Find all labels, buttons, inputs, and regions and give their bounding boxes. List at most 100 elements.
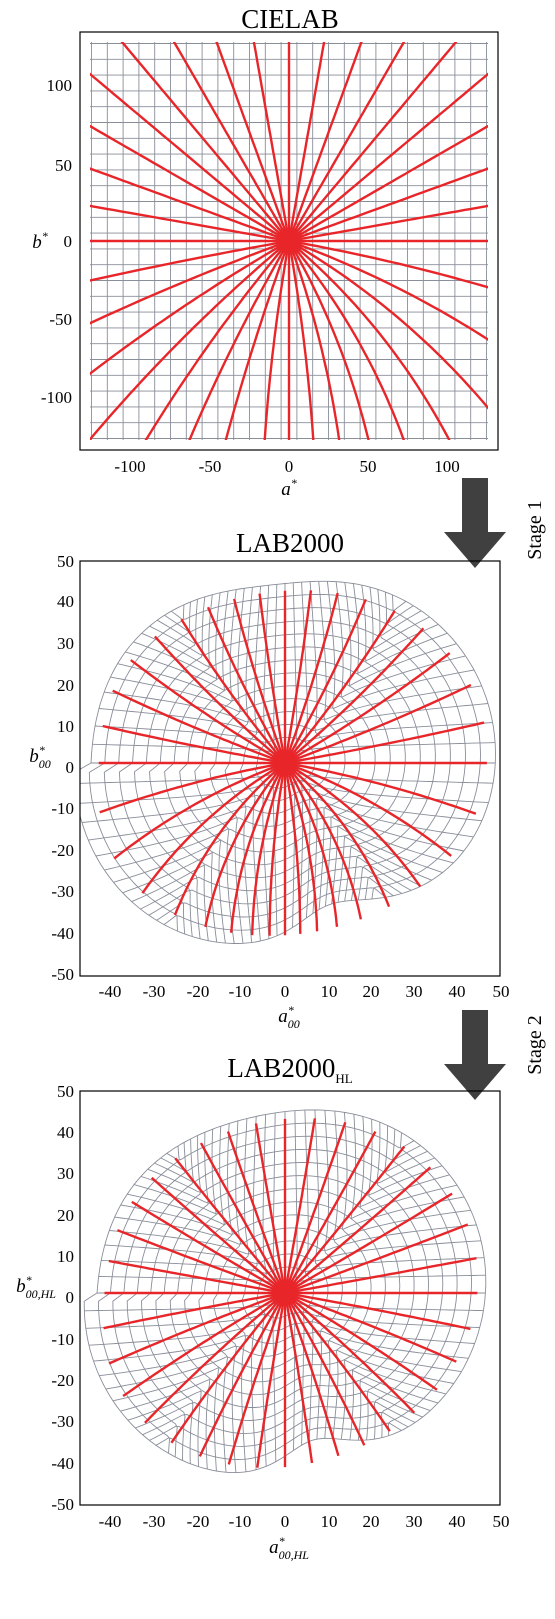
hue-line bbox=[287, 240, 370, 440]
hue-line bbox=[288, 239, 488, 341]
hue-line bbox=[283, 590, 313, 764]
hue-line bbox=[232, 598, 287, 764]
down-arrow-icon bbox=[444, 1010, 506, 1100]
hue-line bbox=[284, 1292, 391, 1432]
x-tick-label: 20 bbox=[363, 1512, 380, 1531]
hue-line bbox=[284, 761, 452, 857]
hue-line bbox=[252, 42, 291, 242]
hue-line bbox=[226, 1131, 287, 1294]
grid-line bbox=[81, 788, 482, 823]
hue-line bbox=[174, 1157, 286, 1294]
grid-line bbox=[394, 1136, 487, 1434]
grid-line bbox=[371, 594, 481, 900]
hue-line bbox=[283, 1292, 340, 1457]
grid-line bbox=[133, 632, 448, 680]
hue-line bbox=[198, 1292, 287, 1457]
x-tick-label: 0 bbox=[281, 982, 290, 1001]
hue-line bbox=[284, 652, 451, 765]
hue-line bbox=[284, 1192, 453, 1295]
hue-line bbox=[283, 1118, 317, 1294]
x-tick-label: -10 bbox=[229, 982, 252, 1001]
hue-line bbox=[113, 761, 286, 860]
x-axis-label: a* 00,HL bbox=[269, 1534, 309, 1562]
hue-line bbox=[256, 1292, 287, 1468]
panel-lab2000-hl: LAB2000HL 50 40 30 20 10 0 -10 -20 -30 -… bbox=[16, 1053, 509, 1562]
hue-line bbox=[144, 240, 290, 440]
panel-cielab: CIELAB 100 50 0 -50 -100 -100 -50 0 50 1… bbox=[32, 4, 499, 500]
plot-frame bbox=[79, 31, 499, 451]
grid-line bbox=[156, 610, 422, 644]
hue-line bbox=[90, 167, 290, 243]
hue-line bbox=[90, 239, 290, 376]
hue-line bbox=[90, 240, 290, 440]
y-tick-label: -10 bbox=[51, 799, 74, 818]
y-tick-label: -40 bbox=[51, 924, 74, 943]
grid-line bbox=[366, 1122, 429, 1441]
hue-line bbox=[103, 1291, 286, 1330]
grid-line bbox=[378, 597, 496, 899]
panel-lab2000: LAB2000 50 40 30 20 10 0 -10 -20 -30 -40… bbox=[29, 528, 509, 1031]
hue-line bbox=[150, 1176, 286, 1294]
grid-line bbox=[120, 1196, 465, 1235]
y-ticks: 100 50 0 -50 -100 bbox=[41, 76, 72, 407]
hue-line bbox=[288, 240, 406, 440]
x-ticks: -100 -50 0 50 100 bbox=[114, 457, 459, 476]
hue-line bbox=[206, 606, 287, 764]
grid-line bbox=[112, 1142, 187, 1457]
x-tick-label: 50 bbox=[493, 982, 510, 1001]
hue-line bbox=[283, 1131, 377, 1294]
hue-line bbox=[284, 762, 363, 920]
hue-line bbox=[215, 42, 291, 242]
hue-line bbox=[284, 1166, 432, 1294]
x-tick-label: 30 bbox=[406, 1512, 423, 1531]
hue-line bbox=[154, 635, 286, 764]
center-dot bbox=[274, 752, 296, 774]
hue-line bbox=[224, 240, 291, 440]
hue-line bbox=[288, 239, 488, 289]
x-tick-label: 50 bbox=[360, 457, 377, 476]
hue-line bbox=[283, 1121, 347, 1294]
y-tick-label: -10 bbox=[51, 1330, 74, 1349]
grid-line bbox=[166, 1122, 415, 1161]
hue-line bbox=[90, 204, 290, 243]
x-axis-label: a* 00 bbox=[278, 1003, 300, 1031]
x-tick-label: -40 bbox=[99, 1512, 122, 1531]
x-tick-label: 100 bbox=[434, 457, 460, 476]
grid-line bbox=[105, 1349, 454, 1390]
y-axis-label: b* 00,HL bbox=[16, 1273, 56, 1301]
grid-line bbox=[127, 1184, 458, 1226]
hue-line bbox=[229, 762, 287, 933]
y-tick-label: 50 bbox=[57, 552, 74, 571]
panel-title: LAB2000 bbox=[236, 528, 344, 558]
y-tick-label: 30 bbox=[57, 634, 74, 653]
hue-line bbox=[173, 762, 286, 916]
hue-line bbox=[283, 598, 367, 764]
hue-line bbox=[284, 1291, 438, 1391]
grid-line bbox=[224, 587, 253, 943]
hue-line bbox=[287, 240, 315, 440]
grid-line bbox=[170, 897, 379, 944]
hue-line bbox=[284, 683, 472, 765]
plot-area bbox=[80, 580, 496, 944]
stage-label: Stage 1 bbox=[524, 500, 546, 559]
x-tick-label: -20 bbox=[187, 1512, 210, 1531]
hue-line bbox=[108, 1259, 286, 1295]
grid-line bbox=[324, 1111, 358, 1439]
hue-line bbox=[288, 240, 451, 440]
hue-line bbox=[258, 593, 287, 764]
x-tick-label: 50 bbox=[493, 1512, 510, 1531]
grid-line bbox=[135, 1390, 423, 1429]
grid-line bbox=[344, 585, 421, 902]
panel-title: LAB2000HL bbox=[227, 1053, 352, 1086]
y-axis-label: b* bbox=[32, 229, 48, 253]
y-tick-label: -20 bbox=[51, 841, 74, 860]
hue-line bbox=[122, 1291, 286, 1397]
hue-line bbox=[283, 762, 339, 927]
x-tick-label: 30 bbox=[406, 982, 423, 1001]
grid-line bbox=[155, 1422, 402, 1460]
x-tick-label: 40 bbox=[449, 1512, 466, 1531]
grid-line bbox=[103, 601, 191, 934]
y-tick-label: -50 bbox=[51, 965, 74, 984]
hue-line bbox=[90, 239, 290, 325]
